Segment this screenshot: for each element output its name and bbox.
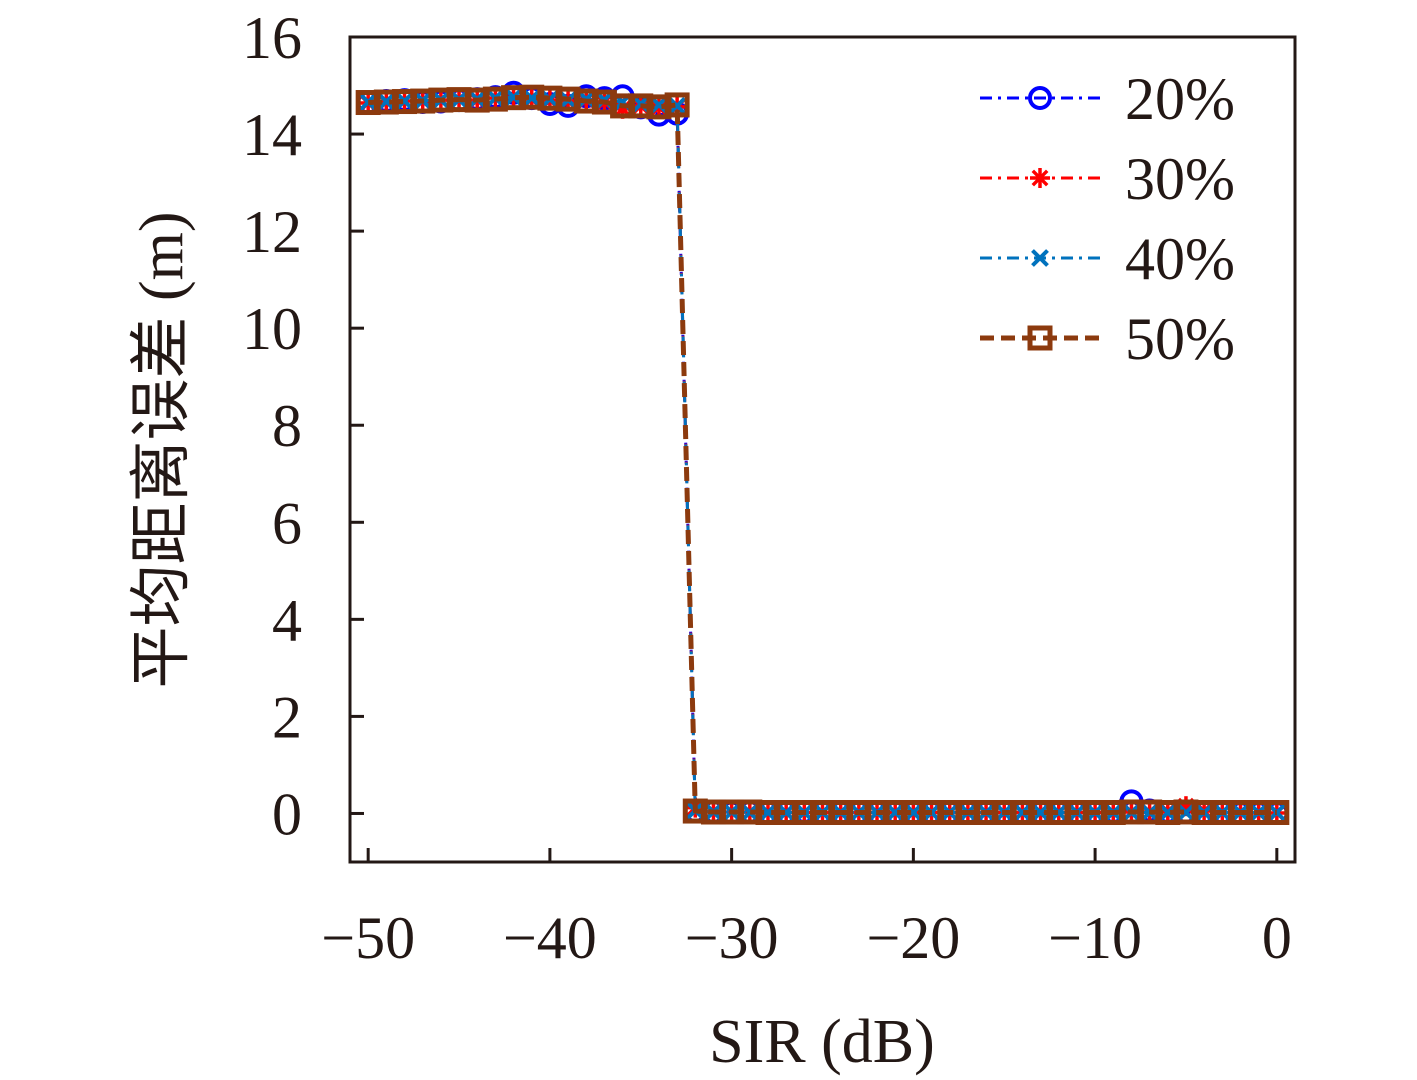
legend: 20% 30% 40% 50% xyxy=(980,66,1235,372)
x-tick-label: 0 xyxy=(1262,905,1292,971)
legend-item: 20% xyxy=(980,66,1235,132)
data-point xyxy=(886,803,905,822)
y-tick-label: 6 xyxy=(272,490,302,556)
data-point xyxy=(1177,803,1195,822)
data-point xyxy=(522,89,541,108)
legend-item: 30% xyxy=(980,146,1235,212)
legend-label: 40% xyxy=(1125,226,1235,292)
data-point xyxy=(650,96,668,114)
series-50pct xyxy=(355,84,1290,825)
x-axis-label: SIR (dB) xyxy=(709,1008,935,1076)
legend-label: 20% xyxy=(1125,66,1235,132)
x-tick-label: −20 xyxy=(866,905,960,971)
legend-item: 40% xyxy=(980,226,1235,292)
x-tick-label: −30 xyxy=(685,905,779,971)
x-tick-label: −10 xyxy=(1048,905,1142,971)
x-tick-label: −50 xyxy=(321,905,415,971)
data-point xyxy=(1013,803,1032,822)
series-layer xyxy=(355,80,1290,825)
data-point xyxy=(740,803,759,822)
y-tick-label: 0 xyxy=(272,781,302,847)
y-tick-label: 14 xyxy=(242,102,302,168)
data-point xyxy=(668,96,687,115)
data-point xyxy=(1031,803,1050,822)
y-axis-label: 平均距离误差 (m) xyxy=(128,211,196,688)
legend-marker xyxy=(1031,249,1049,267)
data-point xyxy=(759,803,777,822)
axes-box xyxy=(348,35,1297,864)
legend-label: 50% xyxy=(1125,306,1235,372)
legend-marker xyxy=(1027,325,1053,351)
data-point xyxy=(395,92,414,110)
legend-label: 30% xyxy=(1125,146,1235,212)
legend-item: 50% xyxy=(980,306,1235,372)
data-point xyxy=(1158,803,1177,822)
y-tick-label: 4 xyxy=(272,587,302,653)
y-tick-label: 10 xyxy=(242,296,302,362)
axes-layer: −50 −40 −30 −20 −10 0 0 2 4 6 8 10 12 14 16 xyxy=(242,5,1297,971)
legend-marker xyxy=(1030,168,1050,188)
y-tick-label: 12 xyxy=(242,199,302,265)
data-point xyxy=(504,88,523,107)
data-point xyxy=(1049,803,1068,822)
data-point xyxy=(377,92,396,111)
y-tick-label: 8 xyxy=(272,393,302,459)
legend-marker xyxy=(1028,86,1052,110)
data-point xyxy=(777,803,796,822)
data-point xyxy=(664,92,690,118)
data-point xyxy=(1264,800,1290,825)
x-tick-label: −40 xyxy=(503,905,597,971)
y-tick-label: 2 xyxy=(272,684,302,750)
data-point xyxy=(904,803,923,822)
y-tick-label: 16 xyxy=(242,5,302,71)
